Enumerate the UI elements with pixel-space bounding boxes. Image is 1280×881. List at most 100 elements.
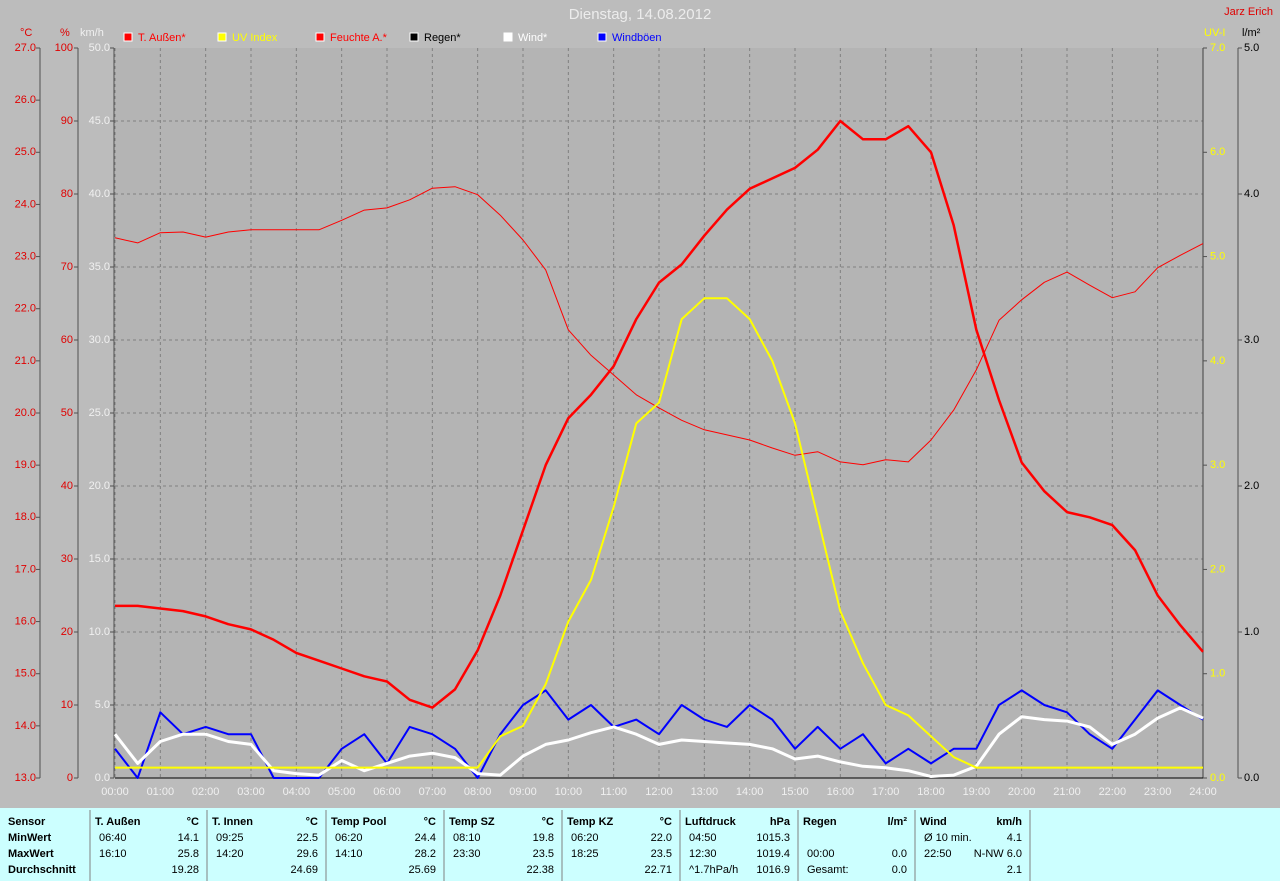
cell-time: 22:50 xyxy=(924,848,952,860)
x-tick-label: 06:00 xyxy=(373,786,401,798)
cell-value: 29.6 xyxy=(297,848,318,860)
cell-value: 1015.3 xyxy=(756,832,790,844)
y-tick-label: 17.0 xyxy=(15,563,36,575)
column-title: T. Außen xyxy=(95,816,141,828)
y-tick-label: 23.0 xyxy=(15,250,36,262)
column-unit: hPa xyxy=(770,816,791,828)
y-tick-label: 5.0 xyxy=(1210,250,1225,262)
legend-swatch xyxy=(217,32,227,42)
axis-unit: UV-I xyxy=(1204,27,1225,39)
cell-value: 19.8 xyxy=(533,832,554,844)
cell-time: 08:10 xyxy=(453,832,481,844)
y-tick-label: 24.0 xyxy=(15,198,36,210)
row-label: MinWert xyxy=(8,832,52,844)
y-tick-label: 13.0 xyxy=(15,772,36,784)
column-title: Wind xyxy=(920,816,947,828)
y-tick-label: 35.0 xyxy=(89,261,110,273)
y-tick-label: 16.0 xyxy=(15,615,36,627)
legend-label: Regen* xyxy=(424,32,461,44)
cell-time: 18:25 xyxy=(571,848,599,860)
y-tick-label: 22.0 xyxy=(15,303,36,315)
cell-value: 0.0 xyxy=(892,848,907,860)
x-tick-label: 23:00 xyxy=(1144,786,1172,798)
cell-value: 2.1 xyxy=(1007,864,1022,876)
column-unit: °C xyxy=(187,816,199,828)
cell-value: 0.0 xyxy=(892,864,907,876)
x-tick-label: 22:00 xyxy=(1099,786,1127,798)
cell-value: 25.69 xyxy=(408,864,436,876)
cell-time: 16:10 xyxy=(99,848,127,860)
y-tick-label: 30 xyxy=(61,553,73,565)
row-label: Durchschnitt xyxy=(8,864,76,876)
y-tick-label: 40.0 xyxy=(89,188,110,200)
y-tick-label: 1.0 xyxy=(1210,668,1225,680)
x-tick-label: 12:00 xyxy=(645,786,673,798)
y-tick-label: 14.0 xyxy=(15,720,36,732)
column-unit: °C xyxy=(424,816,436,828)
legend-swatch xyxy=(597,32,607,42)
column-title: Temp Pool xyxy=(331,816,386,828)
y-tick-label: 4.0 xyxy=(1244,188,1259,200)
cell-value: 24.4 xyxy=(415,832,436,844)
y-tick-label: 20 xyxy=(61,626,73,638)
y-tick-label: 20.0 xyxy=(15,407,36,419)
y-tick-label: 3.0 xyxy=(1244,334,1259,346)
cell-time: 04:50 xyxy=(689,832,717,844)
stats-table xyxy=(0,808,1280,881)
series-line xyxy=(115,297,1203,769)
y-tick-label: 5.0 xyxy=(95,699,110,711)
cell-time: ^1.7hPa/h xyxy=(689,864,738,876)
x-tick-label: 02:00 xyxy=(192,786,220,798)
legend-label: Windböen xyxy=(612,32,662,44)
y-tick-label: 25.0 xyxy=(15,146,36,158)
column-unit: °C xyxy=(542,816,554,828)
cell-time: 12:30 xyxy=(689,848,717,860)
legend-swatch xyxy=(409,32,419,42)
x-tick-label: 01:00 xyxy=(147,786,175,798)
column-title: Temp SZ xyxy=(449,816,495,828)
column-title: Luftdruck xyxy=(685,816,737,828)
y-tick-label: 90 xyxy=(61,115,73,127)
y-tick-label: 45.0 xyxy=(89,115,110,127)
cell-time: 23:30 xyxy=(453,848,481,860)
column-unit: km/h xyxy=(996,816,1022,828)
cell-time: 14:10 xyxy=(335,848,363,860)
y-tick-label: 0.0 xyxy=(1244,772,1259,784)
cell-time: 06:20 xyxy=(335,832,363,844)
y-tick-label: 15.0 xyxy=(89,553,110,565)
y-tick-label: 50 xyxy=(61,407,73,419)
y-tick-label: 40 xyxy=(61,480,73,492)
y-tick-label: 100 xyxy=(55,42,73,54)
x-tick-label: 07:00 xyxy=(419,786,447,798)
axis-unit: l/m² xyxy=(1242,27,1261,39)
column-title: Regen xyxy=(803,816,837,828)
axis-unit: % xyxy=(60,27,70,39)
y-tick-label: 0.0 xyxy=(1210,772,1225,784)
cell-value: 19.28 xyxy=(171,864,199,876)
y-tick-label: 25.0 xyxy=(89,407,110,419)
series-line xyxy=(113,706,1204,778)
series-line xyxy=(114,186,1204,466)
y-tick-label: 21.0 xyxy=(15,355,36,367)
y-tick-label: 6.0 xyxy=(1210,146,1225,158)
y-tick-label: 2.0 xyxy=(1210,563,1225,575)
cell-value: 22.71 xyxy=(644,864,672,876)
y-tick-label: 10.0 xyxy=(89,626,110,638)
x-tick-label: 24:00 xyxy=(1189,786,1217,798)
series-line xyxy=(115,119,1204,709)
y-tick-label: 30.0 xyxy=(89,334,110,346)
cell-value: 1019.4 xyxy=(756,848,790,860)
cell-value: 28.2 xyxy=(415,848,436,860)
x-tick-label: 15:00 xyxy=(781,786,809,798)
legend-swatch xyxy=(315,32,325,42)
column-unit: °C xyxy=(306,816,318,828)
cell-time: 06:20 xyxy=(571,832,599,844)
table-header: Sensor xyxy=(8,816,46,828)
y-tick-label: 4.0 xyxy=(1210,355,1225,367)
y-tick-label: 0 xyxy=(67,772,73,784)
x-tick-label: 03:00 xyxy=(237,786,265,798)
column-unit: l/m² xyxy=(887,816,907,828)
cell-value: 23.5 xyxy=(533,848,554,860)
